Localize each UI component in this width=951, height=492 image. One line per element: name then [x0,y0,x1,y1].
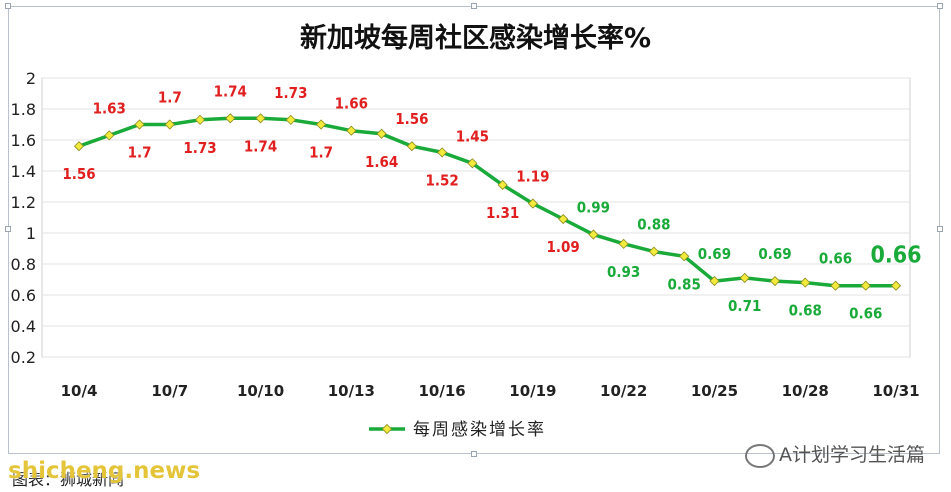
plot-area [41,77,911,358]
data-label: 0.66 [870,243,921,269]
data-label: 0.68 [789,302,822,320]
data-label: 1.19 [516,168,549,186]
data-point [376,128,387,139]
y-tick-label: 0.8 [11,255,36,274]
data-point [558,213,569,225]
data-label: 1.7 [128,144,152,162]
data-label: 1.7 [309,144,333,162]
y-tick-label: 1.4 [11,162,36,181]
data-label: 1.74 [214,82,247,100]
data-point [679,251,690,262]
data-label: 1.74 [244,137,277,155]
data-point [255,113,266,124]
data-point [830,280,841,291]
data-point [890,280,902,291]
data-label: 1.73 [274,84,307,102]
data-point [225,113,236,124]
y-tick-label: 1.8 [11,100,36,119]
x-tick-label: 10/7 [151,382,188,400]
data-point [618,238,629,249]
data-label: 1.7 [158,89,182,107]
y-tick-label: 0.2 [11,348,36,367]
data-label: 1.64 [365,153,398,171]
data-label: 1.45 [456,127,489,145]
x-tick-label: 10/16 [418,382,465,400]
data-label: 1.56 [395,110,428,128]
legend-label: 每周感染增长率 [413,420,546,440]
y-tick-label: 2 [26,69,36,88]
resize-handle[interactable] [471,451,477,457]
source-label: 图表：狮城新闻 [12,470,125,489]
data-point [648,246,659,257]
data-label: 0.66 [849,305,882,323]
data-label: 1.52 [425,171,458,189]
data-point [316,119,327,130]
wechat-icon [745,443,775,468]
data-point [800,277,811,288]
data-label: 0.93 [607,263,640,281]
chart-frame [8,6,940,454]
data-label: 1.73 [183,139,216,157]
y-tick-label: 1.2 [11,193,36,212]
data-label: 0.85 [668,275,701,293]
x-tick-label: 10/22 [600,382,647,400]
data-point [285,114,296,125]
resize-handle[interactable] [937,226,943,232]
data-label: 1.31 [486,204,519,222]
wechat-watermark: A计划学习生活篇 [745,440,925,468]
y-tick-label: 1.6 [11,131,36,150]
resize-handle[interactable] [471,3,477,9]
data-point [709,275,720,287]
x-tick-label: 10/10 [237,382,284,400]
x-tick-label: 10/19 [509,382,556,400]
data-point [406,141,417,152]
data-point [467,158,478,169]
x-tick-label: 10/13 [328,382,375,400]
x-tick-label: 10/31 [872,382,919,400]
data-label: 1.09 [546,238,579,256]
chart-title: 新加坡每周社区感染增长率% [299,23,652,54]
y-tick-label: 1 [26,224,36,243]
data-point [73,141,85,152]
data-label: 1.63 [93,99,126,117]
x-tick-label: 10/4 [61,382,98,400]
data-point [346,125,357,136]
data-point [860,280,871,291]
site-watermark: shicheng.news [8,458,201,484]
data-point [497,179,508,191]
legend-marker [381,423,393,435]
data-label: 1.56 [62,165,95,183]
data-label: 0.69 [758,245,791,263]
resize-handle[interactable] [5,3,11,9]
data-point [588,229,599,240]
data-point [769,275,781,287]
data-label: 0.71 [728,297,761,315]
x-tick-label: 10/28 [782,382,829,400]
data-label: 1.66 [335,95,368,113]
data-point [739,272,750,284]
data-point [134,119,145,130]
resize-handle[interactable] [937,3,943,9]
data-point [437,147,448,158]
data-label: 0.69 [698,245,731,263]
data-point [527,198,538,209]
data-label: 0.66 [819,250,852,268]
data-label: 0.99 [577,199,610,217]
data-point [104,130,115,141]
y-tick-label: 0.6 [11,286,36,305]
data-point [164,119,175,130]
y-tick-label: 0.4 [11,317,36,336]
x-tick-label: 10/25 [691,382,738,400]
data-label: 0.88 [637,216,670,234]
series-line [78,116,896,288]
data-point [194,114,206,125]
resize-handle[interactable] [5,226,11,232]
